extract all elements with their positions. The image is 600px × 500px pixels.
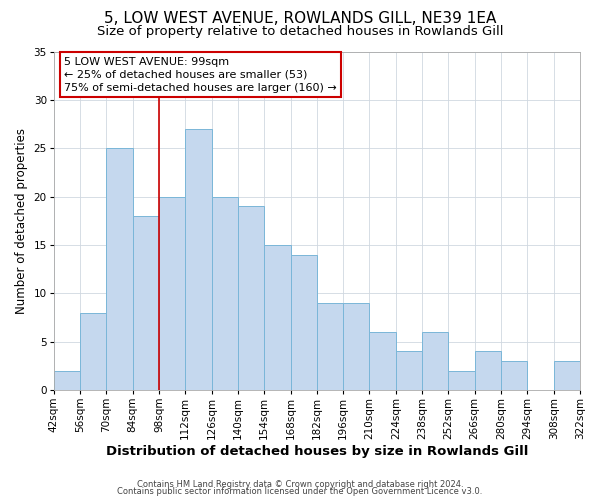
Bar <box>238 206 264 390</box>
Bar <box>396 351 422 390</box>
Bar <box>212 196 238 390</box>
Bar <box>317 303 343 390</box>
Text: 5, LOW WEST AVENUE, ROWLANDS GILL, NE39 1EA: 5, LOW WEST AVENUE, ROWLANDS GILL, NE39 … <box>104 11 496 26</box>
Bar <box>370 332 396 390</box>
Text: Contains public sector information licensed under the Open Government Licence v3: Contains public sector information licen… <box>118 488 482 496</box>
Bar <box>106 148 133 390</box>
Y-axis label: Number of detached properties: Number of detached properties <box>15 128 28 314</box>
Bar <box>422 332 448 390</box>
Bar <box>133 216 159 390</box>
Text: Contains HM Land Registry data © Crown copyright and database right 2024.: Contains HM Land Registry data © Crown c… <box>137 480 463 489</box>
Bar <box>54 370 80 390</box>
Text: Size of property relative to detached houses in Rowlands Gill: Size of property relative to detached ho… <box>97 25 503 38</box>
Bar <box>290 254 317 390</box>
Bar <box>475 351 501 390</box>
Bar <box>185 129 212 390</box>
Bar <box>448 370 475 390</box>
X-axis label: Distribution of detached houses by size in Rowlands Gill: Distribution of detached houses by size … <box>106 444 528 458</box>
Bar <box>80 312 106 390</box>
Bar <box>501 361 527 390</box>
Bar <box>159 196 185 390</box>
Bar <box>264 245 290 390</box>
Bar <box>343 303 370 390</box>
Text: 5 LOW WEST AVENUE: 99sqm
← 25% of detached houses are smaller (53)
75% of semi-d: 5 LOW WEST AVENUE: 99sqm ← 25% of detach… <box>64 56 337 93</box>
Bar <box>554 361 580 390</box>
